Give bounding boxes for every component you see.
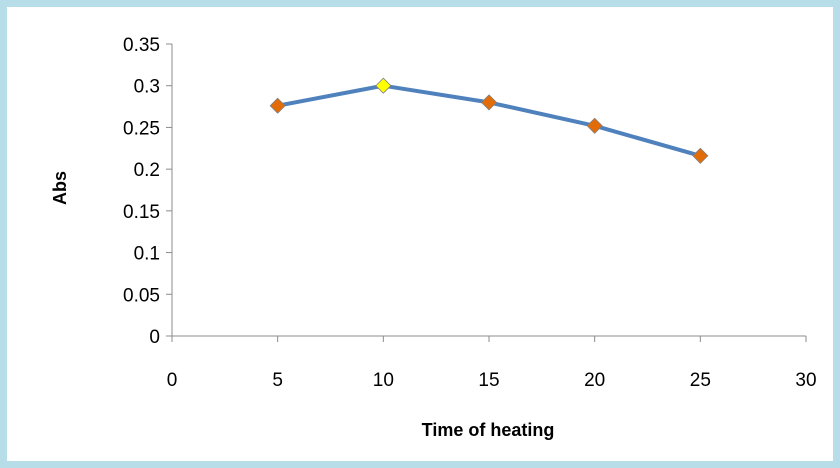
data-point-marker [375,77,392,94]
data-point-marker [480,94,498,111]
y-tick-label: 0.2 [134,160,160,181]
series-layer [269,77,709,164]
x-tick-label: 5 [272,370,283,391]
x-tick-label: 30 [795,370,816,391]
y-tick-label: 0.25 [123,118,160,139]
data-point-marker [269,97,286,114]
data-point-marker [692,147,709,164]
data-point-marker [586,117,603,134]
y-tick-label: 0.3 [134,77,160,98]
x-tick-label: 10 [373,370,394,391]
y-tick-label: 0.35 [123,35,160,56]
y-tick-label: 0.1 [134,244,160,265]
y-axis-title-group: Abs [50,171,70,205]
x-tick-label: 0 [167,370,178,391]
y-tick-label: 0 [149,327,160,348]
y-axis-title: Abs [50,171,70,205]
y-tick-label: 0.15 [123,202,160,223]
x-tick-label: 15 [478,370,499,391]
axes: 0 0.05 0.1 0.15 0.2 0.25 0.3 0.35 0 5 10 15 20 25 30 [123,35,817,391]
x-axis-title: Time of heating [422,420,555,440]
x-tick-label: 20 [584,370,605,391]
x-tick-label: 25 [690,370,711,391]
y-tick-label: 0.05 [123,285,160,306]
